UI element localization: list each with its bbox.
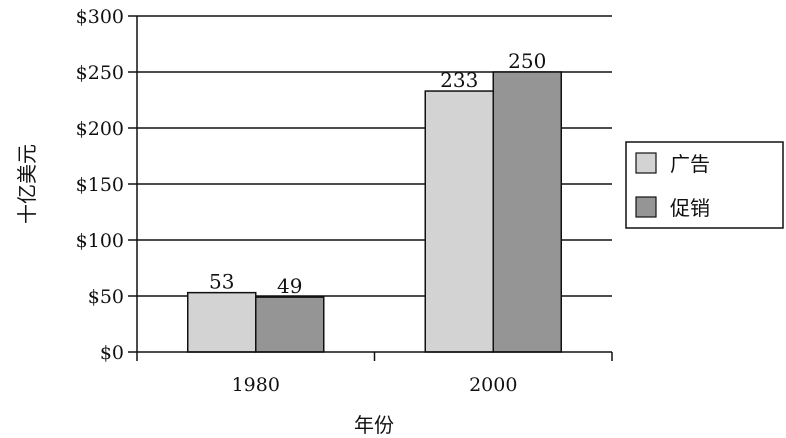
- bars: [187, 71, 562, 353]
- y-tick-label: $150: [76, 174, 124, 196]
- bar-2000-series-1: [492, 71, 562, 353]
- y-tick-label: $300: [76, 6, 124, 28]
- data-labels: 53 49 233 250: [209, 49, 546, 298]
- x-axis-title: 年份: [354, 413, 394, 437]
- legend-label-promotion: 促销: [670, 196, 710, 220]
- x-tick-label: 2000: [469, 374, 517, 396]
- y-tick-label: $200: [76, 118, 124, 140]
- y-tick-label: $50: [88, 286, 124, 308]
- legend-swatch-advertising: [635, 152, 657, 174]
- legend-swatch-promotion: [635, 196, 657, 218]
- data-label: 250: [508, 49, 546, 73]
- y-axis-title: 十亿美元: [15, 144, 39, 224]
- legend: 广告 促销: [625, 141, 784, 229]
- y-tick-label: $0: [100, 342, 124, 364]
- bar-1980-series-0: [187, 291, 257, 353]
- x-tick-label: 1980: [232, 374, 280, 396]
- y-tick-label: $250: [76, 62, 124, 84]
- y-tick-label: $100: [76, 230, 124, 252]
- data-label: 233: [440, 68, 478, 92]
- bar-1980-series-1: [255, 296, 325, 353]
- bar-2000-series-0: [424, 90, 494, 353]
- x-tick-labels: 1980 2000: [232, 374, 518, 396]
- data-label: 53: [209, 270, 234, 294]
- y-tick-labels: $0 $50 $100 $150 $200 $250 $300: [76, 6, 124, 364]
- legend-label-advertising: 广告: [670, 152, 710, 176]
- axes: [128, 15, 613, 361]
- data-label: 49: [277, 274, 302, 298]
